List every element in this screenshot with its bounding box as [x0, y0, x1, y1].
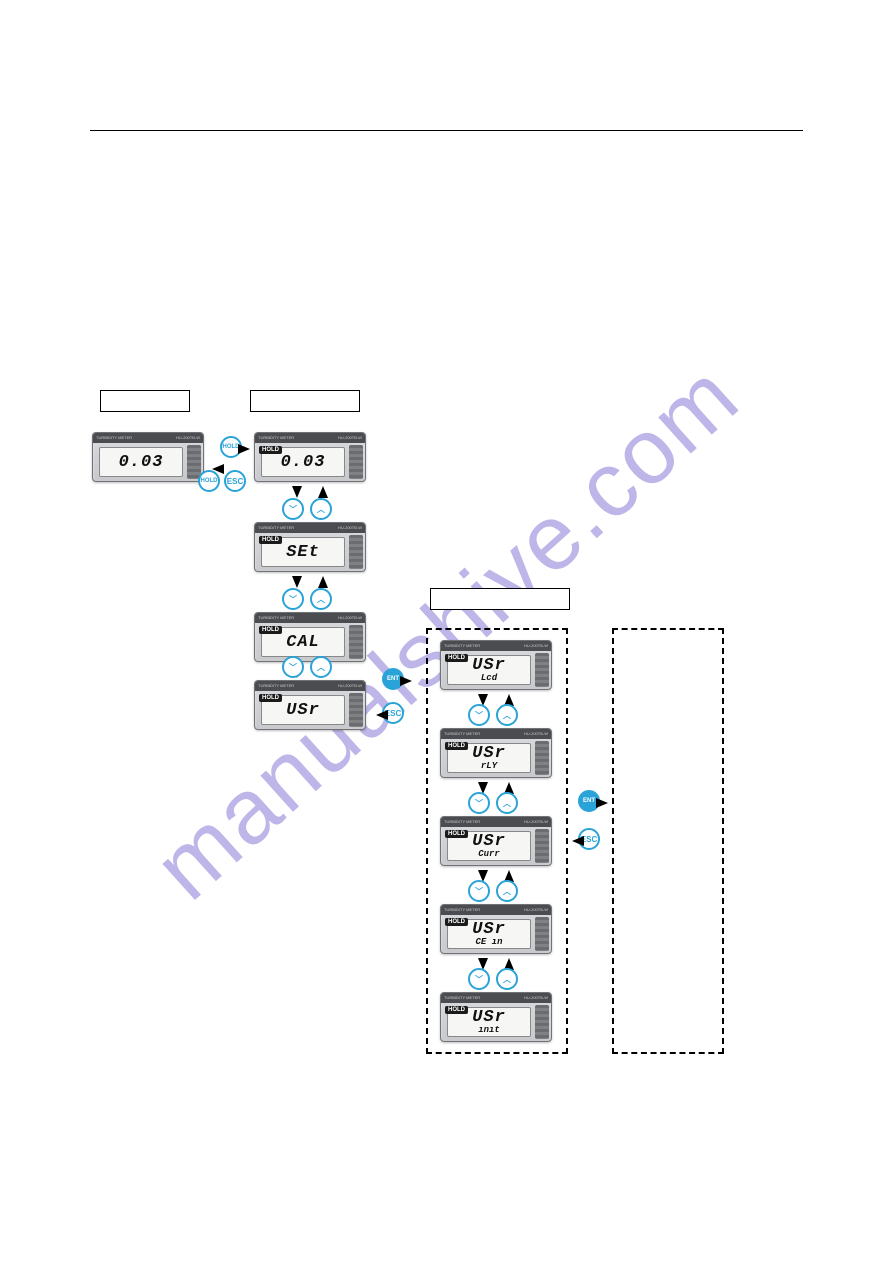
up-button[interactable]: ︿ [310, 588, 332, 610]
header-rule [90, 130, 803, 131]
down-button[interactable]: ﹀ [282, 498, 304, 520]
arrow-left-icon [572, 836, 584, 846]
up-button[interactable]: ︿ [310, 498, 332, 520]
esc-button[interactable]: ESC [224, 470, 246, 492]
up-button[interactable]: ︿ [496, 968, 518, 990]
lcd-main: 0.03 [119, 454, 164, 471]
down-button[interactable]: ﹀ [468, 704, 490, 726]
label-user-mode [430, 588, 570, 610]
lcd-cal: TURBIDITY METERHU-200TB-W HOLD CAL [254, 612, 366, 662]
arrow-down-icon [292, 486, 302, 498]
arrow-right-icon [400, 676, 412, 686]
arrow-left-icon [376, 710, 388, 720]
arrow-down-icon [292, 576, 302, 588]
down-button[interactable]: ﹀ [468, 968, 490, 990]
lcd-usr: TURBIDITY METERHU-200TB-W HOLD USr [254, 680, 366, 730]
arrow-right-icon [238, 444, 250, 454]
label-menu-mode [250, 390, 360, 412]
up-button[interactable]: ︿ [496, 704, 518, 726]
down-button[interactable]: ﹀ [282, 588, 304, 610]
arrow-left-icon [212, 464, 224, 474]
down-button[interactable]: ﹀ [282, 656, 304, 678]
up-button[interactable]: ︿ [496, 880, 518, 902]
up-button[interactable]: ︿ [310, 656, 332, 678]
flow-diagram: TURBIDITY METERHU-200TB-W 0.03 TURBIDITY… [100, 390, 780, 1060]
arrow-up-icon [318, 486, 328, 498]
up-button[interactable]: ︿ [496, 792, 518, 814]
label-meas-mode [100, 390, 190, 412]
down-button[interactable]: ﹀ [468, 792, 490, 814]
arrow-right-icon [596, 798, 608, 808]
down-button[interactable]: ﹀ [468, 880, 490, 902]
dash-user-column [426, 628, 568, 1054]
arrow-up-icon [318, 576, 328, 588]
hold-badge: HOLD [259, 446, 282, 454]
lcd-titlebar: TURBIDITY METERHU-200TB-W [93, 433, 203, 443]
lcd-menu-meas: TURBIDITY METERHU-200TB-W HOLD 0.03 [254, 432, 366, 482]
lcd-meas: TURBIDITY METERHU-200TB-W 0.03 [92, 432, 204, 482]
lcd-set: TURBIDITY METERHU-200TB-W HOLD SEt [254, 522, 366, 572]
dash-right-column [612, 628, 724, 1054]
